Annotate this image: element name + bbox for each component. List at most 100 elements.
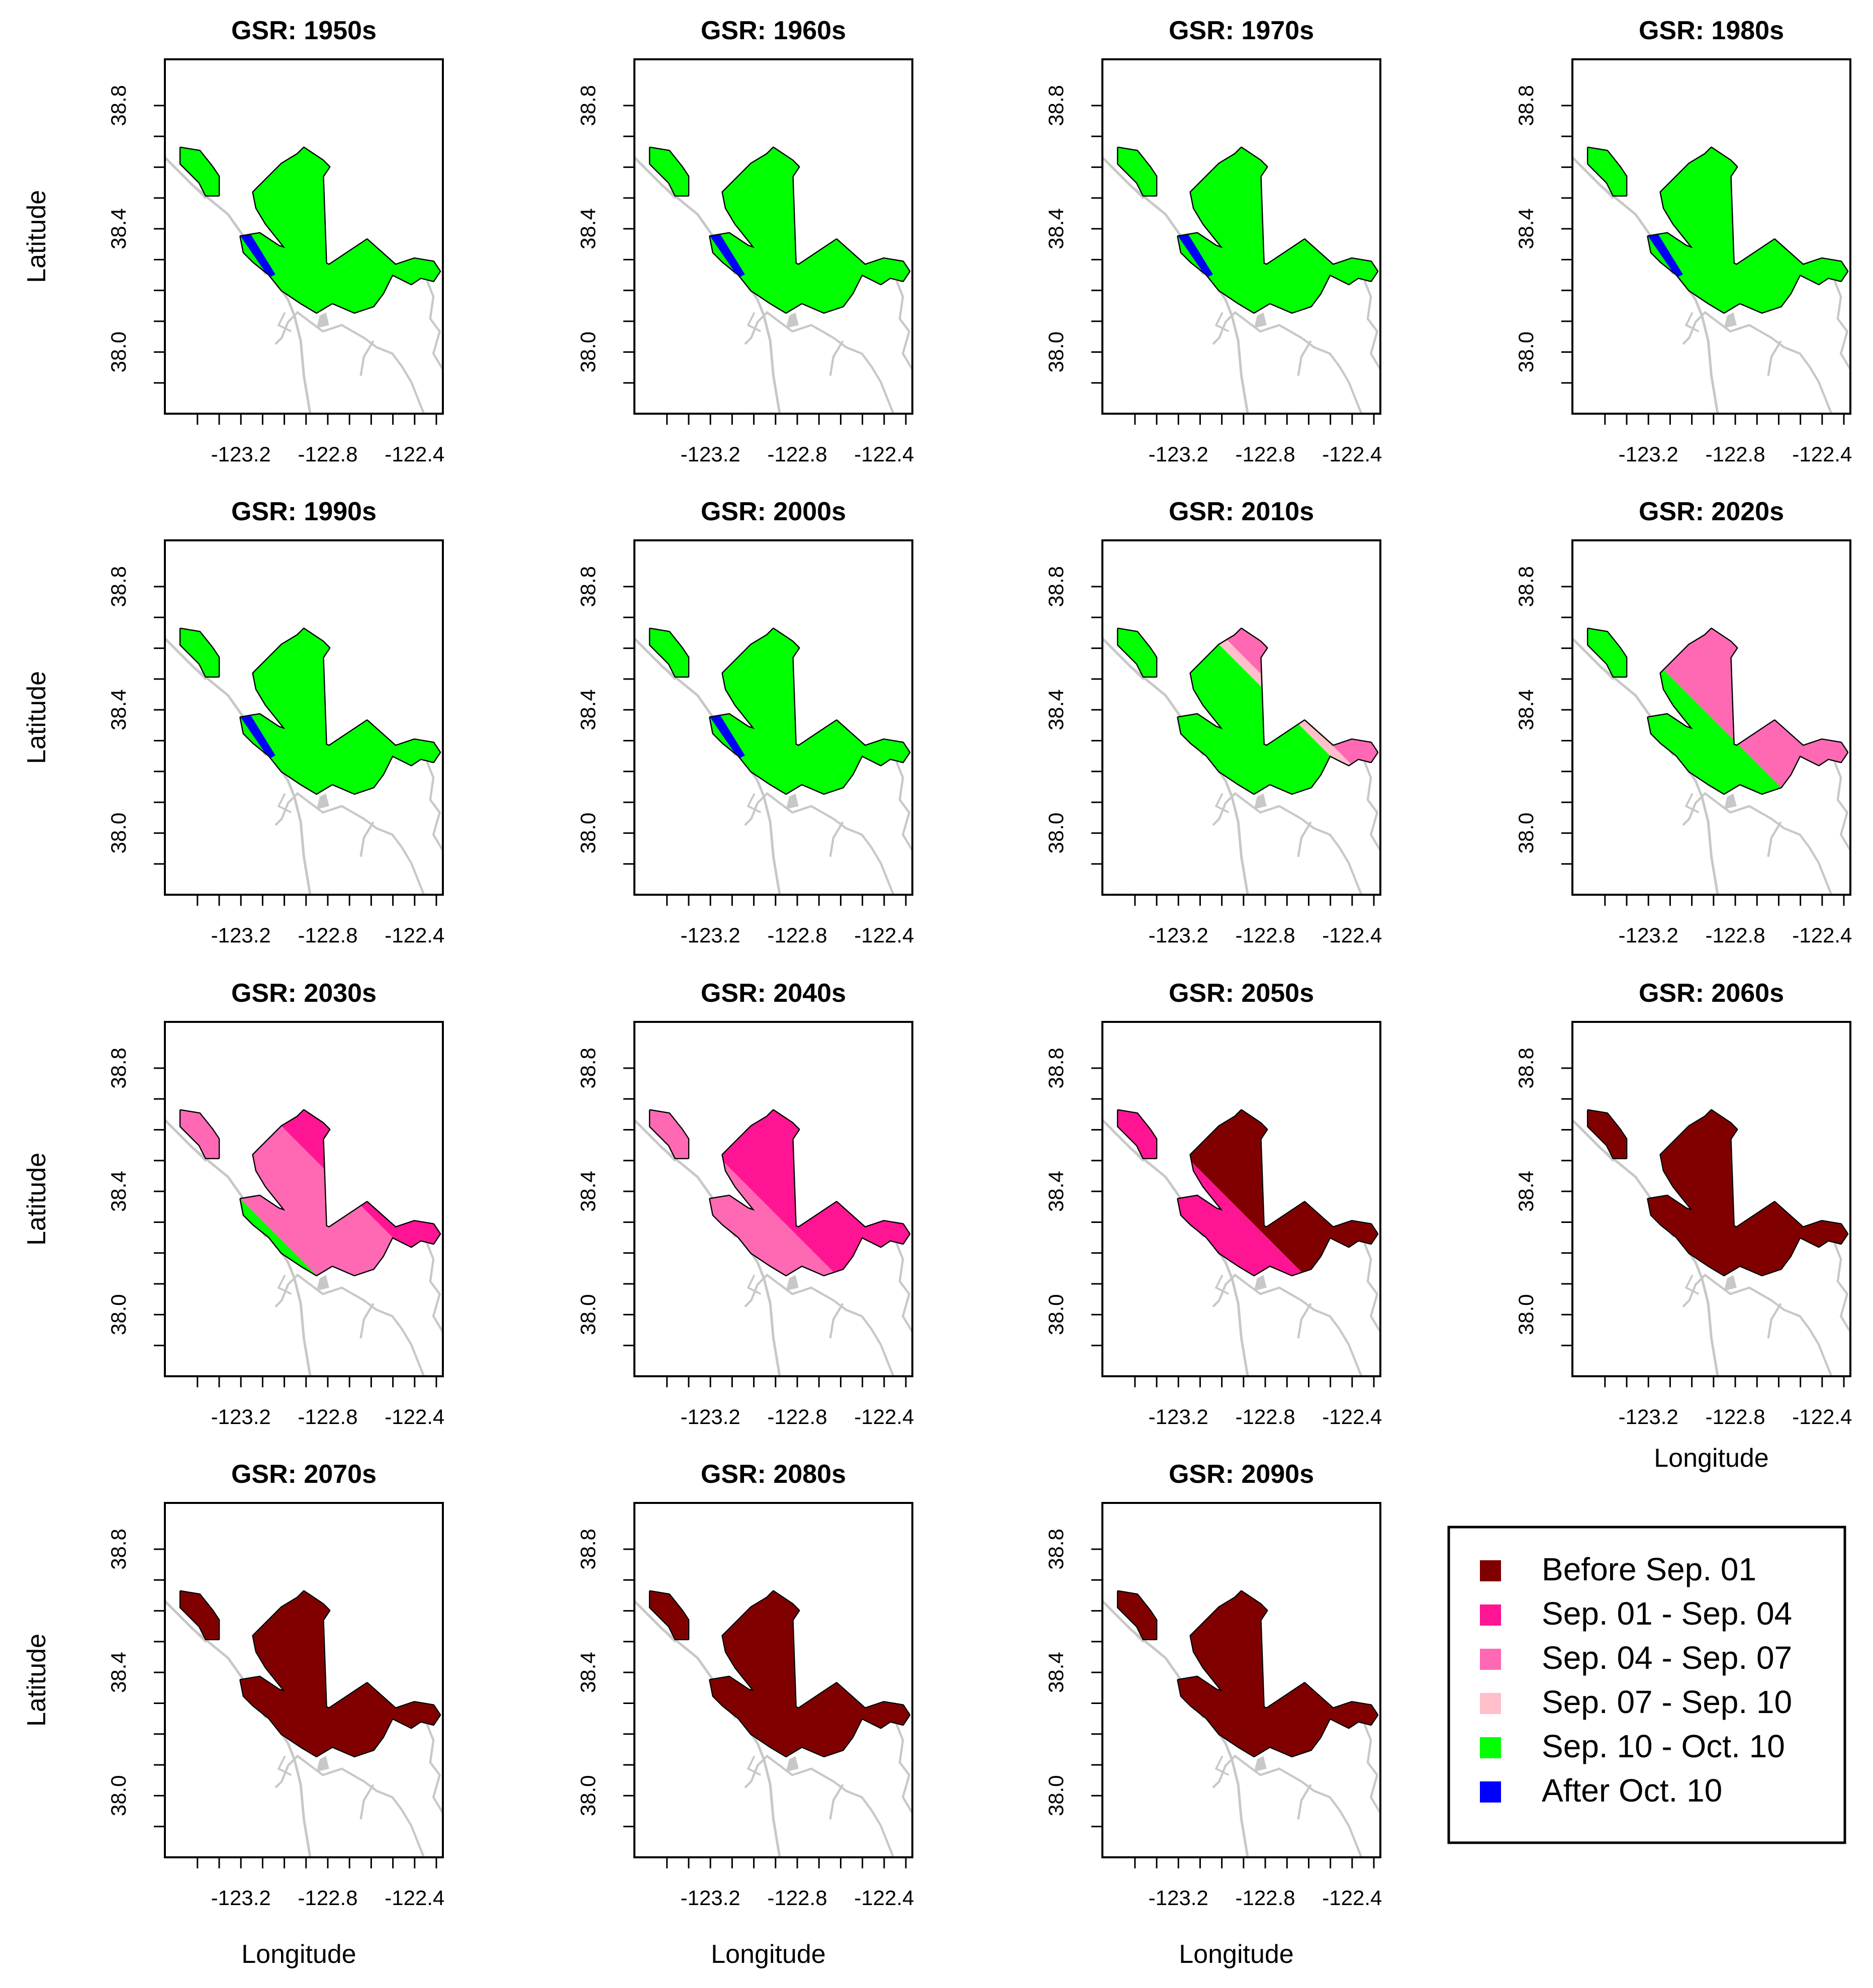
bay-island [1254, 794, 1267, 809]
y-tick-label: 38.0 [1044, 1294, 1068, 1336]
bay-island [1724, 794, 1737, 809]
panel-title: GSR: 2020s [1639, 497, 1784, 526]
bay-island [786, 794, 799, 809]
legend-label: Sep. 10 - Oct. 10 [1542, 1728, 1785, 1764]
panel-title: GSR: 2000s [701, 497, 846, 526]
bay-island [317, 313, 329, 328]
panel-title: GSR: 1950s [231, 16, 377, 45]
y-tick-label: 38.4 [576, 208, 600, 249]
x-tick-label: -123.2 [211, 1886, 271, 1910]
x-tick-label: -122.4 [1792, 442, 1852, 466]
band-before-sep01 [304, 1022, 1454, 1401]
bay-island [1254, 1756, 1267, 1772]
x-tick-label: -123.2 [1149, 1886, 1208, 1910]
band-sep01-sep04 [584, 1022, 1089, 1401]
x-tick-label: -122.8 [767, 923, 827, 947]
y-tick-label: 38.8 [107, 1529, 130, 1570]
band-before-sep01 [1349, 540, 1873, 920]
y-tick-label: 38.4 [1514, 689, 1538, 730]
map-content [0, 540, 1291, 920]
x-tick-label: -122.4 [1322, 923, 1382, 947]
band-sep04-sep07 [1282, 1022, 1712, 1401]
x-tick-label: -122.4 [854, 1886, 914, 1910]
x-tick-label: -123.2 [1619, 442, 1678, 466]
legend-label: Sep. 01 - Sep. 04 [1542, 1595, 1792, 1632]
band-before-sep01 [1408, 1022, 1873, 1401]
band-before-sep01 [1052, 1022, 1873, 1401]
bay-island [786, 1275, 799, 1291]
y-tick-label: 38.0 [576, 332, 600, 373]
bay-island [317, 1756, 329, 1772]
x-tick-label: -122.8 [298, 442, 357, 466]
panel-title: GSR: 2050s [1169, 979, 1314, 1008]
y-tick-label: 38.0 [107, 1294, 130, 1336]
bay-island [786, 313, 799, 328]
x-tick-label: -122.8 [767, 1886, 827, 1910]
x-tick-label: -122.8 [298, 1405, 357, 1429]
y-tick-label: 38.4 [1044, 208, 1068, 249]
x-tick-label: -122.4 [854, 1405, 914, 1429]
y-tick-label: 38.8 [107, 1048, 130, 1089]
x-tick-label: -122.4 [854, 923, 914, 947]
bay-island [1724, 313, 1737, 328]
x-tick-label: -122.8 [1705, 923, 1765, 947]
y-tick-label: 38.0 [1514, 332, 1538, 373]
band-sep04-sep07 [317, 540, 772, 920]
ripening-bands [0, 59, 1291, 439]
y-tick-label: 38.0 [1044, 332, 1068, 373]
x-tick-label: -123.2 [681, 442, 740, 466]
y-tick-label: 38.0 [1044, 1775, 1068, 1817]
panel-title: GSR: 2040s [701, 979, 846, 1008]
map-panel-1990s: GSR: 1990s38.838.438.0-123.2-122.8-122.4… [0, 497, 822, 947]
y-tick-label: 38.4 [1044, 689, 1068, 730]
x-axis-label: Longitude [1654, 1444, 1768, 1473]
y-tick-label: 38.0 [576, 1294, 600, 1336]
y-tick-label: 38.0 [107, 332, 130, 373]
x-tick-label: -122.8 [298, 923, 357, 947]
map-panel-2000s: GSR: 2000s 38.8 38.4 38.0 -123.2 -122.8 -122.4 [0, 497, 1291, 947]
band-sep01-sep04 [1831, 59, 1873, 439]
x-tick-label: -122.8 [1235, 923, 1295, 947]
panel-title: GSR: 2080s [701, 1460, 846, 1489]
y-tick-label: 38.4 [107, 1171, 130, 1212]
y-tick-label: 38.0 [1514, 813, 1538, 854]
band-before-sep01 [1774, 540, 1873, 920]
x-axis-label: Longitude [1179, 1940, 1293, 1969]
y-tick-label: 38.0 [576, 813, 600, 854]
y-axis-label: Latitude [22, 671, 51, 764]
x-tick-label: -122.8 [767, 1405, 827, 1429]
bay-island [1724, 1275, 1737, 1291]
legend-swatch [1480, 1737, 1501, 1758]
x-tick-label: -123.2 [681, 923, 740, 947]
map-content [0, 59, 1291, 439]
band-sep04-sep07 [748, 540, 1215, 920]
y-axis-label: Latitude [22, 1153, 51, 1246]
y-tick-label: 38.4 [576, 1171, 600, 1212]
legend-label: Before Sep. 01 [1542, 1551, 1756, 1587]
x-tick-label: -123.2 [681, 1405, 740, 1429]
x-tick-label: -122.8 [1705, 1405, 1765, 1429]
y-tick-label: 38.4 [107, 208, 130, 249]
legend-swatch [1480, 1649, 1501, 1670]
y-tick-label: 38.0 [1044, 813, 1068, 854]
bay-island [317, 794, 329, 809]
ripening-bands [117, 540, 1873, 920]
y-tick-label: 38.8 [576, 85, 600, 126]
y-tick-label: 38.8 [576, 566, 600, 607]
x-tick-label: -123.2 [681, 1886, 740, 1910]
ripening-bands [0, 540, 1291, 920]
legend-swatch [1480, 1560, 1501, 1581]
x-tick-label: -122.4 [854, 442, 914, 466]
x-tick-label: -123.2 [1149, 442, 1208, 466]
y-axis-label: Latitude [22, 190, 51, 283]
y-tick-label: 38.0 [107, 1775, 130, 1817]
x-axis-label: Longitude [711, 1940, 825, 1969]
map-panel-2050s: GSR: 2050s 38.8 38.4 38.0 -123.2 -122.8 -122.4 [117, 979, 1873, 1429]
y-tick-label: 38.8 [576, 1048, 600, 1089]
y-tick-label: 38.0 [107, 813, 130, 854]
legend-swatch [1480, 1604, 1501, 1626]
x-tick-label: -123.2 [211, 1405, 271, 1429]
